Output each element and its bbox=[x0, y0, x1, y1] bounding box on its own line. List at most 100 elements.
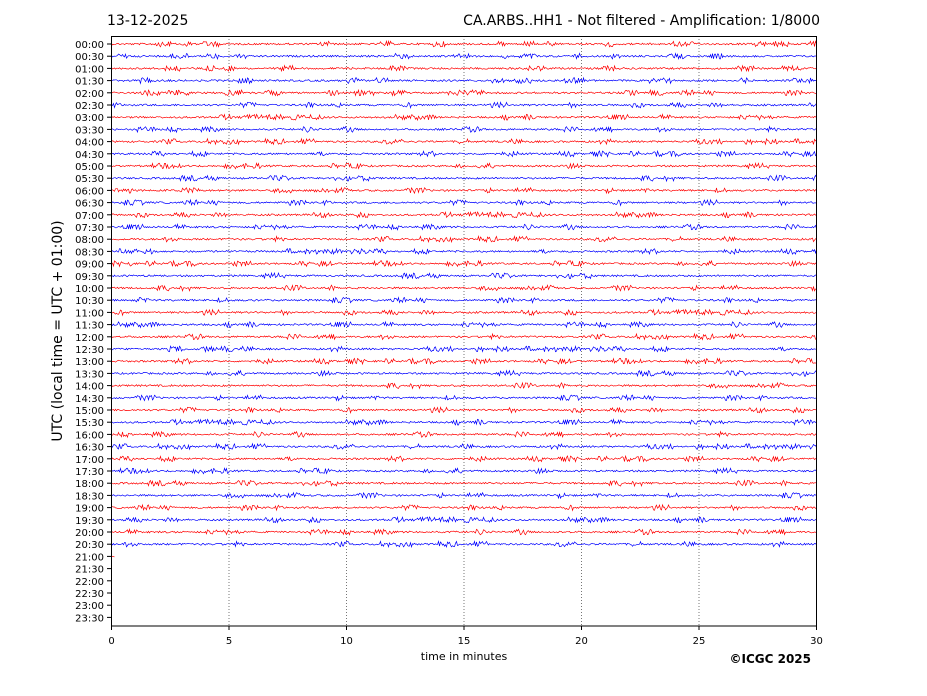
trace-0700 bbox=[111, 210, 817, 219]
y-tick-label: 22:30 bbox=[75, 589, 104, 600]
y-tick-label: 05:30 bbox=[75, 174, 104, 185]
trace-0300 bbox=[111, 113, 817, 122]
trace-0730 bbox=[111, 222, 817, 231]
trace-0430 bbox=[111, 149, 817, 158]
y-tick-label: 07:30 bbox=[75, 223, 104, 234]
x-tick-label: 0 bbox=[108, 636, 114, 647]
trace-0830 bbox=[111, 247, 817, 256]
trace-0630 bbox=[111, 198, 817, 207]
y-tick-label: 06:00 bbox=[75, 186, 104, 197]
y-tick-label: 21:00 bbox=[75, 552, 104, 563]
trace-1200 bbox=[111, 332, 817, 341]
y-tick-label: 19:30 bbox=[75, 516, 104, 527]
y-tick-label: 11:00 bbox=[75, 308, 104, 319]
y-tick-label: 16:00 bbox=[75, 430, 104, 441]
trace-0600 bbox=[111, 186, 817, 195]
y-tick-label: 17:30 bbox=[75, 467, 104, 478]
trace-1230 bbox=[111, 345, 817, 354]
y-tick-label: 08:00 bbox=[75, 235, 104, 246]
y-tick-label: 18:30 bbox=[75, 491, 104, 502]
trace-1930 bbox=[111, 515, 817, 524]
trace-0400 bbox=[111, 137, 817, 146]
y-tick-label: 07:00 bbox=[75, 211, 104, 222]
y-tick-label: 16:30 bbox=[75, 443, 104, 454]
trace-1130 bbox=[111, 320, 817, 329]
y-tick-label: 11:30 bbox=[75, 321, 104, 332]
y-tick-label: 19:00 bbox=[75, 504, 104, 515]
trace-0530 bbox=[111, 174, 817, 183]
y-tick-label: 23:30 bbox=[75, 613, 104, 624]
trace-0500 bbox=[111, 161, 817, 170]
trace-1900 bbox=[111, 503, 817, 512]
y-tick-label: 14:30 bbox=[75, 394, 104, 405]
trace-1600 bbox=[111, 430, 817, 439]
trace-0100 bbox=[111, 64, 817, 73]
trace-2030 bbox=[111, 540, 817, 549]
y-tick-label: 22:00 bbox=[75, 577, 104, 588]
trace-0130 bbox=[111, 76, 817, 85]
trace-0330 bbox=[111, 125, 817, 134]
trace-1330 bbox=[111, 369, 817, 378]
x-tick-label: 20 bbox=[575, 636, 588, 647]
y-tick-label: 05:00 bbox=[75, 162, 104, 173]
y-tick-label: 10:00 bbox=[75, 284, 104, 295]
y-tick-label: 01:00 bbox=[75, 64, 104, 75]
copyright: ©ICGC 2025 bbox=[729, 652, 811, 666]
trace-0930 bbox=[111, 271, 817, 280]
y-tick-label: 13:30 bbox=[75, 369, 104, 380]
y-tick-label: 00:30 bbox=[75, 52, 104, 63]
trace-1000 bbox=[111, 284, 817, 292]
trace-1100 bbox=[111, 308, 817, 317]
y-tick-label: 23:00 bbox=[75, 601, 104, 612]
y-tick-label: 18:00 bbox=[75, 479, 104, 490]
trace-1400 bbox=[111, 381, 817, 390]
trace-1300 bbox=[111, 357, 817, 366]
trace-1800 bbox=[111, 479, 817, 488]
y-tick-label: 17:00 bbox=[75, 455, 104, 466]
x-axis: 0 5 10 15 20 25 30 bbox=[108, 626, 823, 647]
x-grid bbox=[228, 36, 700, 626]
trace-0000 bbox=[111, 39, 817, 48]
y-tick-label: 13:00 bbox=[75, 357, 104, 368]
x-axis-label: time in minutes bbox=[421, 650, 508, 663]
trace-1430 bbox=[111, 393, 817, 402]
trace-1630 bbox=[111, 442, 817, 451]
y-tick-label: 20:00 bbox=[75, 528, 104, 539]
trace-1530 bbox=[111, 418, 817, 427]
y-tick-label: 03:00 bbox=[75, 113, 104, 124]
y-tick-label: 12:00 bbox=[75, 333, 104, 344]
y-tick-label: 04:30 bbox=[75, 150, 104, 161]
y-axis-label: UTC (local time = UTC + 01:00) bbox=[50, 220, 66, 441]
chart-title: CA.ARBS..HH1 - Not filtered - Amplificat… bbox=[463, 13, 820, 29]
y-tick-label: 04:00 bbox=[75, 138, 104, 149]
trace-0230 bbox=[111, 101, 817, 110]
y-tick-label: 20:30 bbox=[75, 540, 104, 551]
x-tick-label: 5 bbox=[226, 636, 232, 647]
x-tick-label: 15 bbox=[458, 636, 471, 647]
trace-1030 bbox=[111, 296, 817, 304]
y-tick-label: 09:30 bbox=[75, 272, 104, 283]
trace-0030 bbox=[111, 52, 817, 61]
x-tick-label: 25 bbox=[693, 636, 706, 647]
y-tick-label: 06:30 bbox=[75, 199, 104, 210]
trace-0200 bbox=[111, 88, 817, 97]
trace-0900 bbox=[111, 259, 817, 268]
y-tick-label: 14:00 bbox=[75, 382, 104, 393]
trace-1830 bbox=[111, 491, 817, 500]
y-tick-label: 02:00 bbox=[75, 89, 104, 100]
y-tick-label: 15:30 bbox=[75, 418, 104, 429]
trace-1730 bbox=[111, 466, 817, 475]
y-tick-label: 21:30 bbox=[75, 565, 104, 576]
trace-1700 bbox=[111, 454, 817, 463]
y-tick-label: 10:30 bbox=[75, 296, 104, 307]
trace-1500 bbox=[111, 406, 817, 415]
y-tick-label: 01:30 bbox=[75, 77, 104, 88]
date-label: 13-12-2025 bbox=[107, 13, 188, 29]
x-tick-label: 30 bbox=[810, 636, 823, 647]
traces bbox=[111, 39, 817, 558]
y-tick-label: 03:30 bbox=[75, 125, 104, 136]
y-tick-label: 08:30 bbox=[75, 247, 104, 258]
y-tick-label: 15:00 bbox=[75, 406, 104, 417]
